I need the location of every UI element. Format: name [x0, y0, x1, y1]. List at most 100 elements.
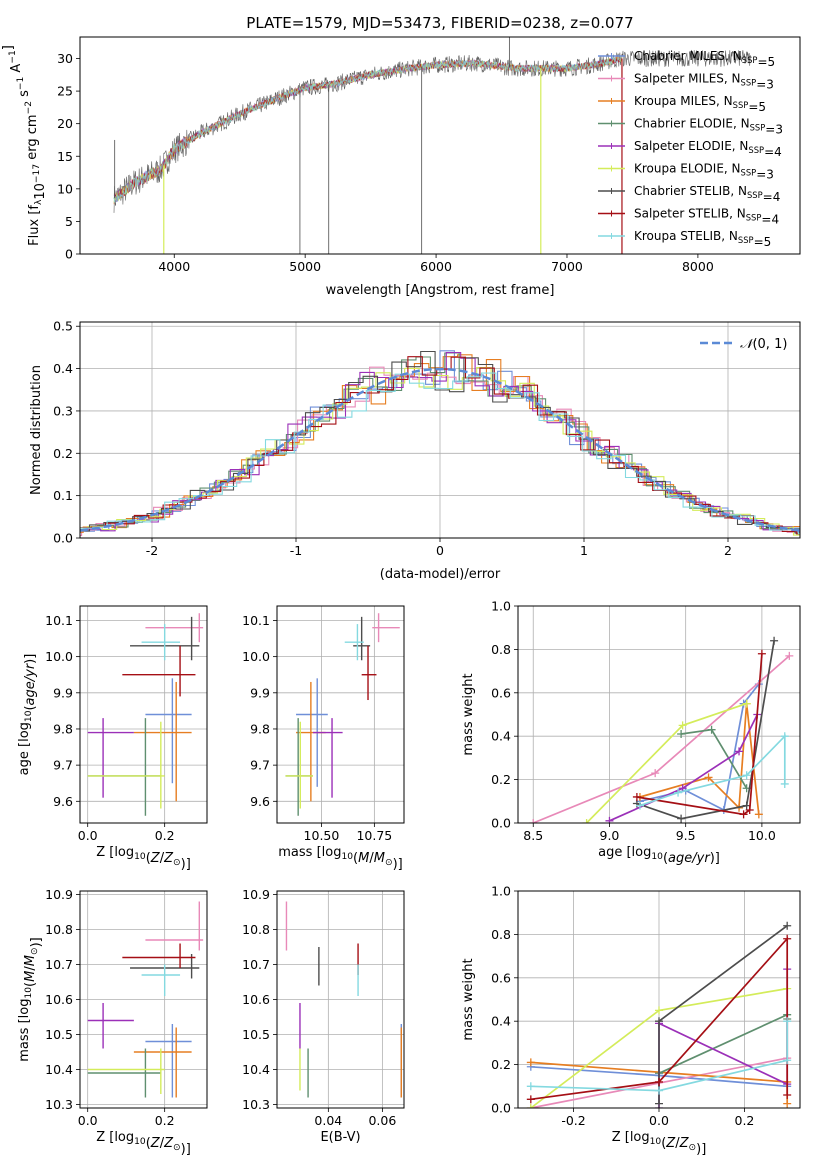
weight-series-chabrier-elodie: [655, 1011, 791, 1078]
weight-marker: [783, 1091, 791, 1099]
x-tick-label: 8.5: [523, 828, 543, 843]
legend: 𝒩(0, 1): [700, 337, 787, 352]
y-tick-label: 9.6: [53, 794, 73, 809]
legend-label-kroupa-miles: Kroupa MILES, NSSP=5: [634, 94, 766, 114]
y-tick-label: 10.1: [45, 613, 73, 628]
y-tick-label: 10.1: [242, 613, 270, 628]
plot-area: [529, 637, 793, 827]
x-tick-label: 6000: [420, 259, 452, 274]
weight-marker: [677, 815, 685, 823]
legend-marker: [609, 143, 615, 149]
x-tick-label: 0.06: [368, 1113, 396, 1128]
x-tick-label: -2: [146, 543, 158, 558]
errorbar-salpeter-stelib: [122, 646, 195, 697]
legend-marker: [609, 233, 615, 239]
legend-label-chabrier-elodie: Chabrier ELODIE, NSSP=3: [634, 117, 783, 137]
y-axis-label: mass [log10(M/M⊙)]: [17, 937, 44, 1061]
errorbar-kroupa-stelib: [345, 624, 364, 660]
x-tick-label: 0.0: [78, 828, 98, 843]
y-tick-label: 9.6: [250, 794, 270, 809]
x-tick-label: 0.0: [649, 1113, 669, 1128]
y-tick-label: 10.6: [45, 992, 73, 1007]
y-tick-label: 0.8: [491, 642, 511, 657]
x-tick-label: 9.5: [676, 828, 696, 843]
y-tick-label: 10.5: [242, 1027, 270, 1042]
legend-label-chabrier-miles: Chabrier MILES, NSSP=5: [634, 49, 775, 69]
y-axis-label: age [log10(age/yr)]: [17, 654, 38, 776]
weight-marker: [677, 730, 685, 738]
y-tick-label: 10.3: [242, 1097, 270, 1112]
x-tick-label: 10.0: [748, 828, 776, 843]
x-tick-label: 0.2: [155, 1113, 175, 1128]
plot-area: [66, 351, 819, 536]
y-tick-label: 0: [65, 247, 73, 262]
y-tick-label: 5: [65, 214, 73, 229]
errorbar-chabrier-miles: [145, 678, 191, 783]
legend-marker: [609, 98, 615, 104]
x-axis-label: mass [log10(M/M⊙)]: [278, 845, 402, 872]
y-tick-label: 0.4: [491, 1014, 511, 1029]
x-tick-label: 2: [724, 543, 732, 558]
x-tick-label: 7000: [551, 259, 583, 274]
weight-marker: [527, 1082, 535, 1090]
legend-marker: [609, 121, 615, 127]
y-tick-label: 1.0: [491, 884, 511, 899]
y-tick-label: 10.0: [45, 649, 73, 664]
legend-label-salpeter-elodie: Salpeter ELODIE, NSSP=4: [634, 139, 782, 159]
x-tick-label: 0: [436, 543, 444, 558]
errorbar-chabrier-miles: [145, 1024, 191, 1098]
errorbar-kroupa-miles: [134, 682, 192, 801]
x-tick-label: 5000: [289, 259, 321, 274]
y-tick-label: 9.7: [250, 758, 270, 773]
y-tick-label: 9.8: [53, 721, 73, 736]
y-tick-label: 1.0: [491, 599, 511, 614]
y-tick-label: 10: [57, 181, 73, 196]
y-tick-label: 10.4: [45, 1062, 73, 1077]
errorbar-chabrier-elodie: [88, 1049, 161, 1098]
errorbar-kroupa-stelib: [142, 965, 180, 997]
y-tick-label: 10.7: [45, 957, 73, 972]
errorbar-salpeter-miles: [145, 613, 203, 642]
y-tick-label: 10.9: [242, 887, 270, 902]
legend-marker: [609, 211, 615, 217]
y-tick-label: 0.3: [53, 403, 73, 418]
x-tick-label: 8000: [682, 259, 714, 274]
x-tick-label: 10.50: [304, 828, 340, 843]
histogram-kroupa-elodie: [74, 368, 819, 535]
weight-marker: [770, 637, 778, 645]
weight-marker: [758, 650, 766, 658]
plot-area: [88, 613, 203, 816]
x-axis-label: (data-model)/error: [380, 567, 501, 582]
x-tick-label: -0.2: [561, 1113, 585, 1128]
weight-series-salpeter-elodie: [655, 965, 791, 1112]
plot-area: [285, 613, 399, 816]
y-tick-label: 0.2: [53, 446, 73, 461]
y-tick-label: 30: [57, 51, 73, 66]
x-axis-label: age [log10(age/yr)]: [598, 845, 720, 866]
y-tick-label: 0.4: [53, 361, 73, 376]
weight-marker: [527, 1058, 535, 1066]
x-tick-label: 10.75: [356, 828, 392, 843]
y-tick-label: 10.7: [242, 957, 270, 972]
y-tick-label: 9.7: [53, 758, 73, 773]
errorbar-salpeter-miles: [145, 902, 203, 951]
legend-marker: [609, 166, 615, 172]
x-tick-label: 4000: [158, 259, 190, 274]
x-axis-label: Z [log10(Z/Z⊙)]: [96, 845, 191, 872]
x-tick-label: 0.2: [155, 828, 175, 843]
y-tick-label: 0.0: [53, 531, 73, 546]
legend-label-kroupa-elodie: Kroupa ELODIE, NSSP=3: [634, 162, 774, 182]
y-tick-label: 0.8: [491, 927, 511, 942]
weight-marker: [655, 1087, 663, 1095]
errorbar-salpeter-elodie: [88, 1003, 134, 1049]
y-tick-label: 0.0: [491, 816, 511, 831]
legend-label-salpeter-miles: Salpeter MILES, NSSP=3: [634, 72, 774, 92]
legend-label-chabrier-stelib: Chabrier STELIB, NSSP=4: [634, 184, 780, 204]
